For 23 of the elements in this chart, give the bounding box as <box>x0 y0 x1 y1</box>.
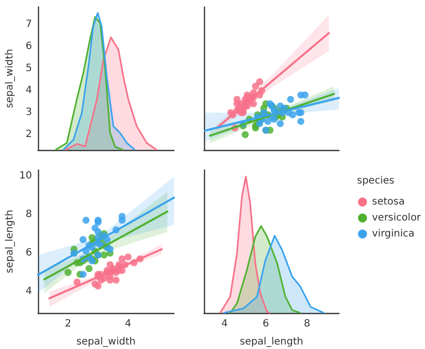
y-tick-label: 4 <box>26 85 32 96</box>
x-axis-title: sepal_width <box>76 336 136 348</box>
x-tick-label: 4 <box>221 318 228 330</box>
legend-title: species <box>357 176 394 186</box>
y-tick-label: 10 <box>19 170 32 182</box>
legend-label: setosa <box>372 196 405 208</box>
x-tick-label: 6 <box>262 318 270 330</box>
y-tick-label: 2 <box>26 129 32 140</box>
legend-label: virginica <box>372 228 414 240</box>
y-tick-label: 4 <box>26 286 32 298</box>
y-tick-label: 3 <box>26 107 32 118</box>
x-tick-label: 4 <box>124 318 132 330</box>
y-tick-label: 6 <box>26 248 32 259</box>
x-tick-label: 8 <box>304 318 310 330</box>
y-tick-label: 6 <box>26 41 32 52</box>
y-axis-title: sepal_length <box>4 210 16 274</box>
y-tick-label: 5 <box>26 63 32 74</box>
x-tick-label: 2 <box>64 318 72 330</box>
y-tick-label: 7 <box>26 19 32 30</box>
y-axis-title: sepal_width <box>4 48 16 108</box>
y-tick-label: 8 <box>26 208 32 220</box>
x-axis-title: sepal_length <box>240 336 304 348</box>
legend-label: versicolor <box>372 212 422 224</box>
